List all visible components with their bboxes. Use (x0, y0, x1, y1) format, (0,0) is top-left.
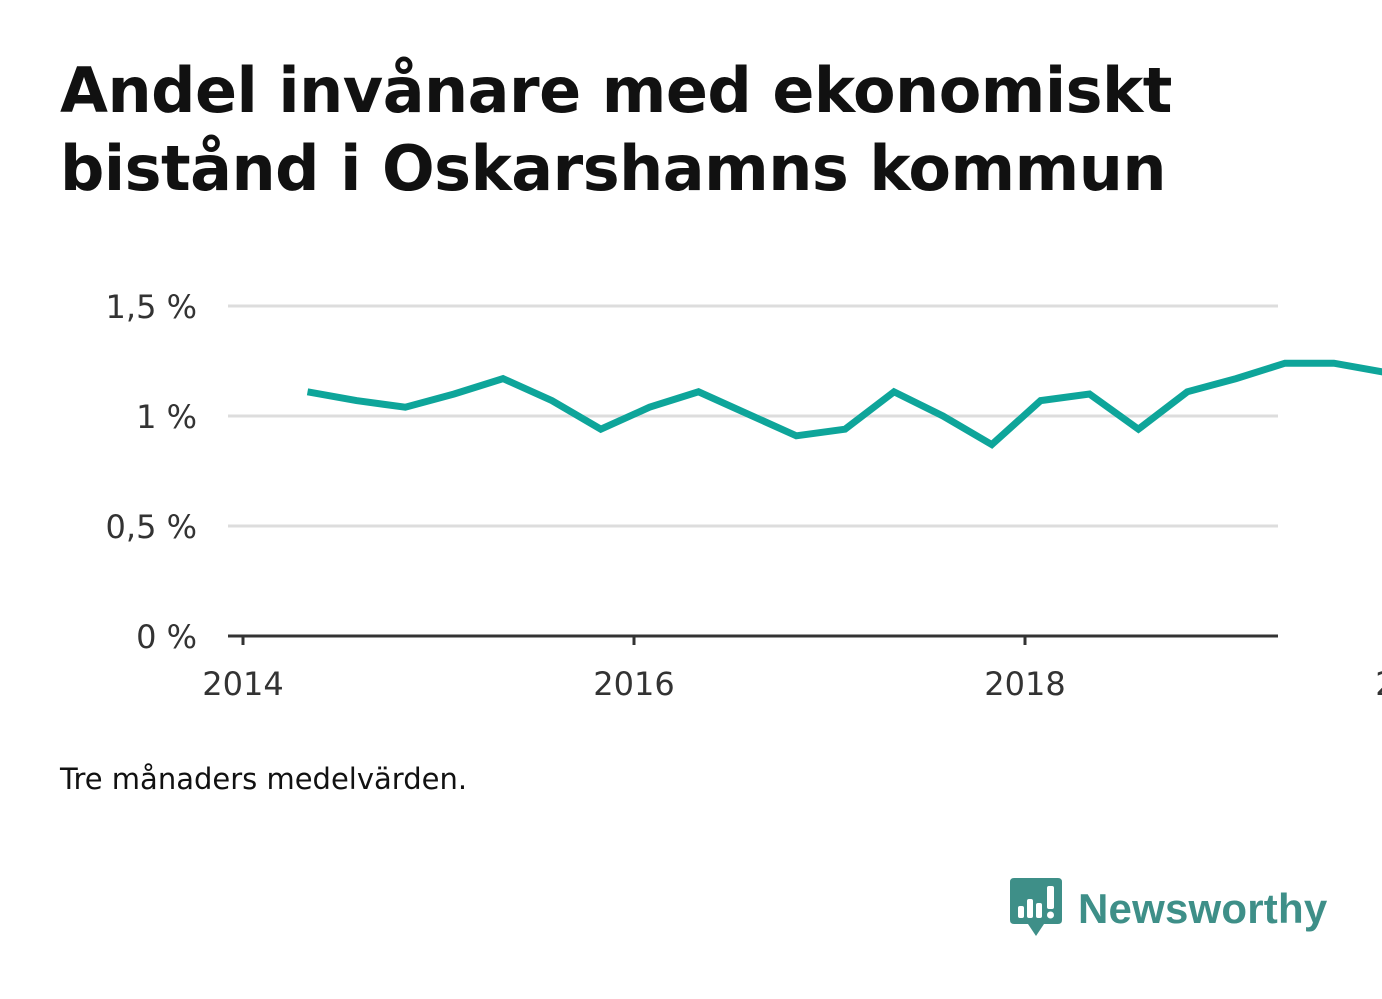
y-tick-label: 0,5 % (106, 508, 197, 546)
x-tick-label: 2016 (593, 665, 674, 703)
brand-name: Newsworthy (1078, 885, 1328, 932)
line-chart: 0 %0,5 %1 %1,5 % 20142016201820202022202… (106, 288, 1382, 703)
y-tick-label: 1 % (136, 398, 197, 436)
brand-logo: Newsworthy (1010, 878, 1327, 940)
x-tick-label: 2020 (1375, 665, 1382, 703)
x-axis-ticks: 201420162018202020222024 (202, 636, 1382, 703)
x-tick-label: 2018 (984, 665, 1065, 703)
chart-title: Andel invånare med ekonomiskt bistånd i … (60, 54, 1172, 205)
x-tick-label: 2014 (202, 665, 283, 703)
series-lines (306, 359, 1382, 449)
y-tick-label: 0 % (136, 618, 197, 656)
series-line (306, 359, 1382, 449)
chart-note: Tre månaders medelvärden. (60, 762, 468, 796)
y-tick-label: 1,5 % (106, 288, 197, 326)
newsworthy-logo-icon (1010, 878, 1062, 936)
y-axis-tick-labels: 0 % 0,5 % 1 % 1,5 % (106, 288, 197, 656)
